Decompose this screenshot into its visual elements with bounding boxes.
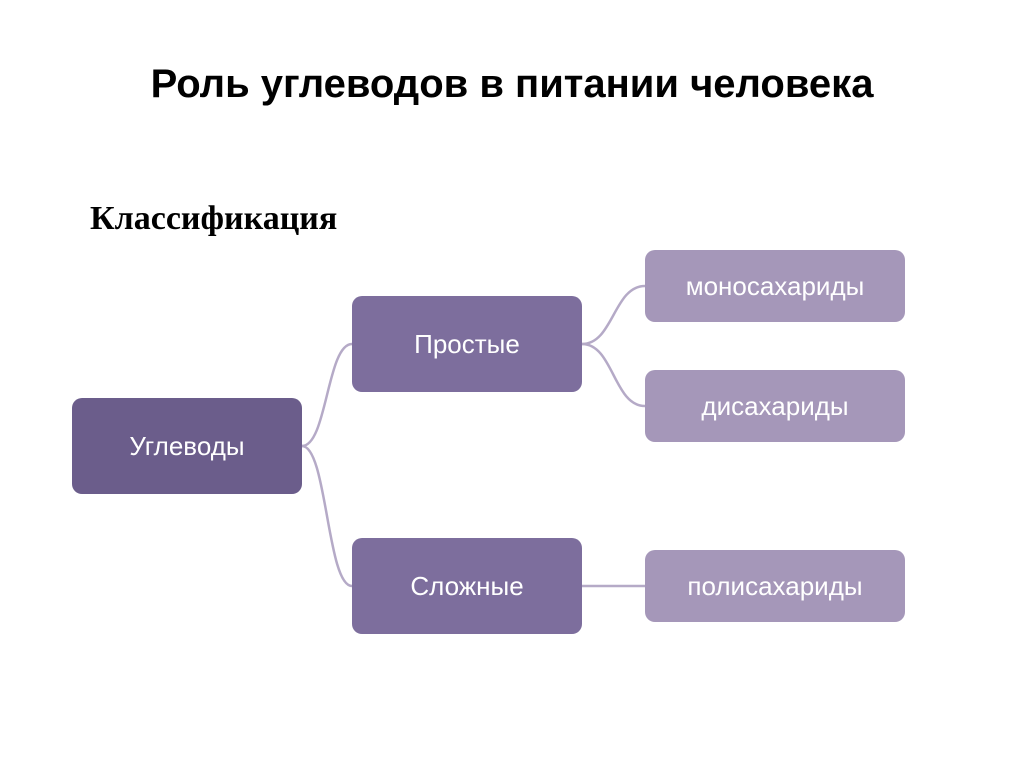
- node-di: дисахариды: [645, 370, 905, 442]
- node-label-simple: Простые: [414, 329, 520, 360]
- node-label-mono: моносахариды: [686, 271, 865, 302]
- node-simple: Простые: [352, 296, 582, 392]
- node-label-poly: полисахариды: [687, 571, 862, 602]
- edge-simple-mono: [582, 286, 645, 344]
- subtitle-classification: Классификация: [90, 200, 337, 238]
- page-title: Роль углеводов в питании человека: [0, 62, 1024, 107]
- node-root: Углеводы: [72, 398, 302, 494]
- node-poly: полисахариды: [645, 550, 905, 622]
- node-label-complex: Сложные: [410, 571, 523, 602]
- node-label-root: Углеводы: [129, 431, 244, 462]
- edge-root-complex: [302, 446, 352, 586]
- edge-root-simple: [302, 344, 352, 446]
- edge-simple-di: [582, 344, 645, 406]
- node-label-di: дисахариды: [701, 391, 848, 422]
- node-mono: моносахариды: [645, 250, 905, 322]
- node-complex: Сложные: [352, 538, 582, 634]
